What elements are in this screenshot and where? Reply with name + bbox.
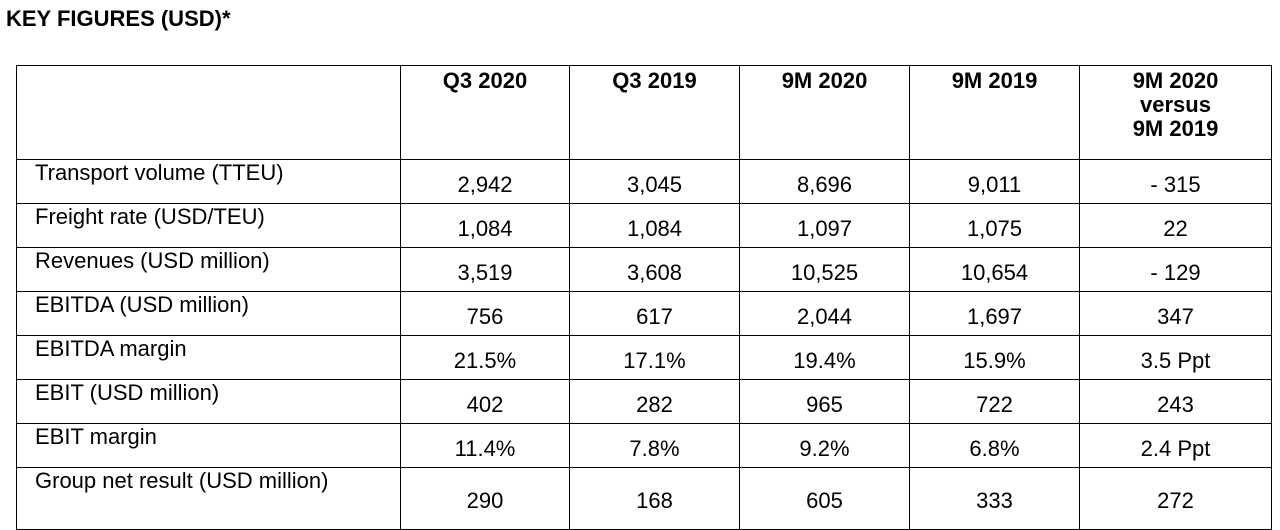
table-row: Group net result (USD million) 290 168 6… (16, 467, 1272, 530)
row-label: EBITDA margin (16, 335, 401, 380)
table-cell: 1,075 (909, 203, 1080, 248)
table-cell: 10,525 (739, 247, 910, 292)
table-cell: - 315 (1079, 159, 1272, 204)
table-cell: 19.4% (739, 335, 910, 380)
row-label: EBIT (USD million) (16, 379, 401, 424)
page-title: KEY FIGURES (USD)* (6, 6, 231, 31)
table-cell: 2,942 (400, 159, 570, 204)
table-cell: 282 (569, 379, 740, 424)
table-cell: 15.9% (909, 335, 1080, 380)
table-cell: 9.2% (739, 423, 910, 468)
table-cell: 6.8% (909, 423, 1080, 468)
table-cell: 605 (739, 467, 910, 530)
table-cell: 21.5% (400, 335, 570, 380)
table-cell: 3,608 (569, 247, 740, 292)
table-row: EBITDA (USD million) 756 617 2,044 1,697… (16, 291, 1272, 336)
column-header: Q3 2020 (400, 65, 570, 160)
comparison-header-line: 9M 2020 (1132, 68, 1219, 93)
table-cell: - 129 (1079, 247, 1272, 292)
table-cell: 243 (1079, 379, 1272, 424)
table-row: Revenues (USD million) 3,519 3,608 10,52… (16, 247, 1272, 292)
table-row: EBITDA margin 21.5% 17.1% 19.4% 15.9% 3.… (16, 335, 1272, 380)
table-cell: 22 (1079, 203, 1272, 248)
table-cell: 11.4% (400, 423, 570, 468)
table-row: Freight rate (USD/TEU) 1,084 1,084 1,097… (16, 203, 1272, 248)
row-label: Group net result (USD million) (16, 467, 401, 530)
table-cell: 10,654 (909, 247, 1080, 292)
table-cell: 347 (1079, 291, 1272, 336)
row-label: EBIT margin (16, 423, 401, 468)
table-cell: 756 (400, 291, 570, 336)
table-cell: 1,697 (909, 291, 1080, 336)
column-header: 9M 2019 (909, 65, 1080, 160)
table-row: Transport volume (TTEU) 2,942 3,045 8,69… (16, 159, 1272, 204)
comparison-header-line: 9M 2019 (1132, 116, 1219, 141)
table-cell: 9,011 (909, 159, 1080, 204)
table-cell: 333 (909, 467, 1080, 530)
table-cell: 3,519 (400, 247, 570, 292)
key-figures-table: Q3 2020 Q3 2019 9M 2020 9M 2019 9M 2020 … (16, 65, 1272, 530)
table-cell: 272 (1079, 467, 1272, 530)
column-header-comparison: 9M 2020 versus 9M 2019 (1079, 65, 1272, 160)
column-header: 9M 2020 (739, 65, 910, 160)
table-cell: 1,097 (739, 203, 910, 248)
table-cell: 617 (569, 291, 740, 336)
header-empty-cell (16, 65, 401, 160)
row-label: Revenues (USD million) (16, 247, 401, 292)
table-row: EBIT (USD million) 402 282 965 722 243 (16, 379, 1272, 424)
header-row: Q3 2020 Q3 2019 9M 2020 9M 2019 9M 2020 … (16, 65, 1272, 160)
table-cell: 168 (569, 467, 740, 530)
table-cell: 3,045 (569, 159, 740, 204)
table-cell: 965 (739, 379, 910, 424)
row-label: Transport volume (TTEU) (16, 159, 401, 204)
comparison-header-line: versus (1140, 92, 1211, 117)
table-cell: 722 (909, 379, 1080, 424)
table-cell: 17.1% (569, 335, 740, 380)
table-cell: 7.8% (569, 423, 740, 468)
table-cell: 290 (400, 467, 570, 530)
table-cell: 3.5 Ppt (1079, 335, 1272, 380)
table-cell: 2,044 (739, 291, 910, 336)
row-label: EBITDA (USD million) (16, 291, 401, 336)
column-header: Q3 2019 (569, 65, 740, 160)
table-cell: 1,084 (569, 203, 740, 248)
table-cell: 1,084 (400, 203, 570, 248)
table-row: EBIT margin 11.4% 7.8% 9.2% 6.8% 2.4 Ppt (16, 423, 1272, 468)
table-cell: 8,696 (739, 159, 910, 204)
row-label: Freight rate (USD/TEU) (16, 203, 401, 248)
table-cell: 402 (400, 379, 570, 424)
table-cell: 2.4 Ppt (1079, 423, 1272, 468)
